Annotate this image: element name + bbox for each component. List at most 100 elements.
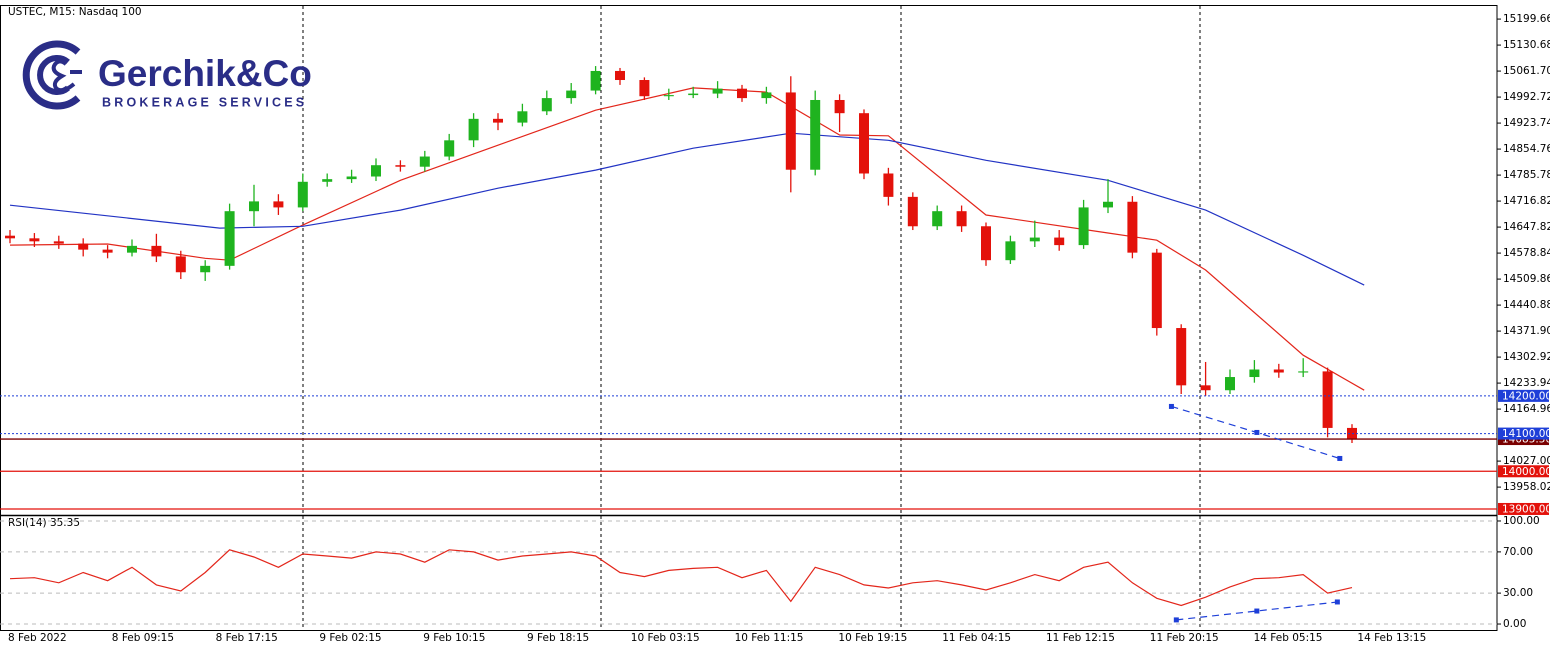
y-tick-label: 14992.72: [1503, 91, 1550, 103]
y-tick-label: 14578.84: [1503, 247, 1550, 259]
price-level-label: 13900.00: [1502, 503, 1550, 515]
candle-body: [1029, 237, 1040, 242]
moving-average: [9, 132, 1365, 286]
candle-body: [639, 80, 650, 97]
y-tick-label: 15199.66: [1503, 13, 1550, 25]
candle-body: [151, 245, 162, 257]
y-tick-label: 14923.74: [1503, 117, 1550, 129]
candle-body: [127, 245, 137, 253]
candle-body: [859, 113, 869, 174]
day-separators: [302, 6, 1201, 630]
candle-body: [1200, 385, 1211, 391]
trend-point: [1337, 455, 1343, 461]
price-level-label: 14000.00: [1502, 466, 1550, 478]
candle-body: [1249, 369, 1260, 378]
candle-body: [1273, 369, 1284, 373]
price-level-label: 14200.00: [1502, 390, 1550, 402]
logo-ring: [22, 40, 81, 110]
candle-body: [1078, 207, 1089, 246]
y-tick-label: 14509.86: [1503, 273, 1550, 285]
trend-point: [1168, 403, 1174, 409]
y-tick-label: 15061.70: [1503, 65, 1550, 77]
x-tick-label: 8 Feb 09:15: [112, 632, 174, 644]
price-level-box: [1498, 427, 1549, 440]
candle-body: [200, 265, 211, 273]
x-tick-label: 14 Feb 05:15: [1254, 632, 1323, 644]
price-level-box: [1498, 389, 1549, 402]
trend-point: [1173, 617, 1179, 623]
y-tick-label: 14440.88: [1503, 299, 1550, 311]
x-tick-label: 11 Feb 04:15: [942, 632, 1011, 644]
logo-ring: [37, 55, 70, 95]
y-tick-label: 14716.82: [1503, 195, 1550, 207]
candle-body: [907, 196, 918, 227]
y-tick-label: 0.00: [1503, 618, 1526, 630]
candle-body: [346, 176, 357, 180]
x-tick-label: 10 Feb 11:15: [735, 632, 804, 644]
candle-body: [1176, 328, 1187, 386]
candle-body: [1298, 371, 1309, 373]
candle-body: [810, 99, 821, 170]
y-tick-label: 70.00: [1503, 546, 1533, 558]
candle-body: [297, 181, 308, 208]
candle-body: [932, 211, 943, 227]
price-level-box: [1498, 502, 1549, 515]
x-tick-label: 8 Feb 2022: [8, 632, 67, 644]
logo-mark: [51, 59, 82, 93]
candle-body: [395, 165, 406, 167]
trend-point: [1254, 429, 1260, 435]
candle-body: [663, 95, 674, 97]
y-tick-label: 14164.96: [1503, 403, 1550, 415]
candle-body: [566, 90, 577, 99]
y-tick-label: 14647.82: [1503, 221, 1550, 233]
y-tick-label: 13958.02: [1503, 481, 1550, 493]
candle-body: [1103, 201, 1113, 208]
candle-body: [737, 88, 747, 99]
candle-body: [1322, 371, 1333, 428]
trend-point: [1334, 599, 1340, 605]
candle-body: [1054, 237, 1065, 246]
candle-body: [224, 211, 235, 266]
candle-body: [419, 156, 430, 167]
x-tick-label: 9 Feb 10:15: [423, 632, 485, 644]
candle-body: [5, 235, 15, 239]
candle-body: [883, 173, 894, 197]
y-tick-label: 14371.90: [1503, 325, 1550, 337]
indicator-line: [9, 549, 1353, 607]
x-tick-label: 9 Feb 02:15: [319, 632, 381, 644]
candle-body: [493, 118, 503, 123]
indicator-title: RSI(14) 35.35: [8, 517, 80, 529]
candle-body: [273, 201, 284, 208]
y-tick-label: 14027.00: [1503, 455, 1550, 467]
x-tick-label: 10 Feb 19:15: [838, 632, 907, 644]
candle-body: [1127, 201, 1138, 253]
price-level-box: [1498, 465, 1549, 478]
candle-body: [78, 243, 89, 250]
candle-body: [468, 118, 479, 141]
candle-body: [590, 70, 601, 91]
trend-line: [1176, 601, 1338, 621]
trend-point: [1254, 608, 1260, 614]
candle-body: [29, 238, 40, 242]
candle-body: [541, 98, 552, 112]
chart-title: USTEC, M15: Nasdaq 100: [8, 6, 142, 18]
candle-body: [834, 99, 845, 114]
candle-body: [517, 111, 528, 123]
logo-name: Gerchik&Co: [98, 53, 312, 94]
candle-body: [175, 256, 186, 273]
candle-body: [785, 92, 796, 170]
x-tick-label: 10 Feb 03:15: [631, 632, 700, 644]
candle-body: [981, 226, 991, 261]
candle-body: [1005, 241, 1016, 261]
y-tick-label: 100.00: [1503, 515, 1540, 527]
y-tick-label: 14854.76: [1503, 143, 1550, 155]
y-tick-label: 30.00: [1503, 587, 1533, 599]
y-tick-label: 14302.92: [1503, 351, 1550, 363]
candle-body: [688, 93, 699, 96]
logo-tagline: BROKERAGE SERVICES: [102, 95, 307, 109]
candle-body: [761, 92, 772, 99]
y-tick-label: 14233.94: [1503, 377, 1550, 389]
logo: Gerchik&Co BROKERAGE SERVICES: [22, 40, 312, 110]
x-tick-label: 11 Feb 20:15: [1150, 632, 1219, 644]
